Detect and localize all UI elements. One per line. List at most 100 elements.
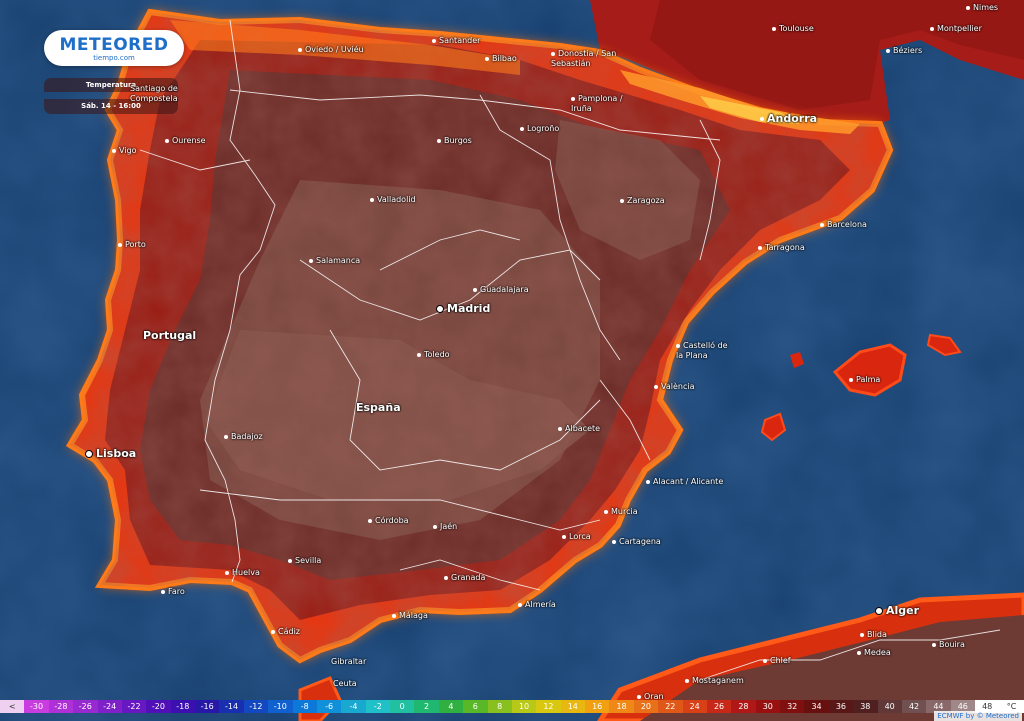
city-name: Burgos <box>444 136 472 145</box>
legend-step: 20 <box>633 700 659 713</box>
city-name: Montpellier <box>937 24 982 33</box>
city-marker-icon <box>654 384 658 389</box>
city-label-burgos: Burgos <box>437 136 472 146</box>
meteored-logo[interactable]: METEORED tiempo.com <box>44 30 184 66</box>
city-name: Valladolid <box>377 195 416 204</box>
city-marker-icon <box>646 479 650 484</box>
city-marker-icon <box>444 575 448 580</box>
city-name: Alger <box>886 604 920 617</box>
city-marker-icon <box>520 126 524 131</box>
legend-step: -8 <box>292 700 317 713</box>
city-name: Guadalajara <box>480 285 529 294</box>
legend-step: 30 <box>755 700 780 713</box>
city-name: Alacant / Alicante <box>653 477 724 486</box>
city-label-medea: Medea <box>857 648 891 658</box>
city-label-barcelona: Barcelona <box>820 220 867 230</box>
city-marker-icon <box>165 138 169 143</box>
legend-step: 18 <box>609 700 634 713</box>
legend-step: -10 <box>268 700 293 713</box>
city-label-oviedo: Oviedo / Uviéu <box>298 45 364 55</box>
city-name: Barcelona <box>827 220 867 229</box>
city-marker-icon <box>886 48 890 53</box>
city-marker-icon <box>620 198 624 203</box>
legend-step: -28 <box>48 700 74 713</box>
city-marker-icon <box>612 539 616 544</box>
city-label-chlef: Chlef <box>763 656 791 666</box>
city-name: Logroño <box>527 124 560 133</box>
city-marker-icon <box>288 558 292 563</box>
city-label-valladolid: Valladolid <box>370 195 416 205</box>
city-label-salamanca: Salamanca <box>309 256 360 266</box>
city-label-santiago: Santiago de Compostela <box>130 84 178 104</box>
city-label-pamplona: Pamplona / Iruña <box>571 94 623 114</box>
city-marker-icon <box>112 148 116 153</box>
legend-unit: °C <box>999 700 1024 713</box>
city-label-sevilla: Sevilla <box>288 556 321 566</box>
city-marker-icon <box>849 377 853 382</box>
city-label-valencia: València <box>654 382 695 392</box>
city-name: Andorra <box>767 112 818 125</box>
legend-step: 16 <box>585 700 610 713</box>
city-name: Toulouse <box>779 24 814 33</box>
city-label-beziers: Béziers <box>886 46 922 56</box>
city-label-huelva: Huelva <box>225 568 260 578</box>
legend-step: 44 <box>926 700 951 713</box>
city-name: Portugal <box>143 329 197 342</box>
city-name: Cartagena <box>619 537 661 546</box>
legend-step: 22 <box>658 700 683 713</box>
city-label-ourense: Ourense <box>165 136 206 146</box>
city-marker-icon <box>437 138 441 143</box>
city-label-bilbao: Bilbao <box>485 54 517 64</box>
city-marker-icon <box>370 197 374 202</box>
city-name: Mostaganem <box>692 676 744 685</box>
city-name: Jaén <box>440 522 458 531</box>
legend-step: -12 <box>243 700 269 713</box>
city-marker-icon <box>772 26 776 31</box>
city-name: Almería <box>525 600 556 609</box>
city-name: Huelva <box>232 568 260 577</box>
city-label-logrono: Logroño <box>520 124 559 134</box>
legend-step: 8 <box>487 700 512 713</box>
legend-step: -24 <box>97 700 122 713</box>
legend-step: 42 <box>901 700 927 713</box>
brand-name: METEORED <box>59 35 169 55</box>
city-name: Granada <box>451 573 486 582</box>
city-marker-icon <box>225 570 229 575</box>
city-label-montpellier: Montpellier <box>930 24 982 34</box>
city-label-toulouse: Toulouse <box>772 24 814 34</box>
city-label-zaragoza: Zaragoza <box>620 196 665 206</box>
legend-step: -26 <box>73 700 98 713</box>
city-name: Donostia / San Sebastián <box>551 49 617 68</box>
city-name: Salamanca <box>316 256 361 265</box>
city-marker-icon <box>875 607 883 615</box>
city-marker-icon <box>966 5 970 10</box>
city-name: Santander <box>439 36 481 45</box>
city-marker-icon <box>857 650 861 655</box>
legend-step: 6 <box>463 700 488 713</box>
city-label-ceuta: Ceuta <box>333 679 357 689</box>
city-marker-icon <box>604 509 608 514</box>
city-marker-icon <box>637 694 641 699</box>
city-name: Lisboa <box>96 447 137 460</box>
legend-color-bar: < -30 -28 -26 -24 -22 -20 -18 -16 -14 -12 -10 -8 -6 -4… <box>0 700 1024 713</box>
city-label-portugal: Portugal <box>143 329 196 342</box>
city-marker-icon <box>860 632 864 637</box>
data-credit: ECMWF by © Meteored <box>934 711 1022 721</box>
city-name: Toledo <box>424 350 450 359</box>
city-label-almeria: Almería <box>518 600 556 610</box>
legend-step: 12 <box>536 700 561 713</box>
city-marker-icon <box>551 51 555 56</box>
legend-step: -20 <box>146 700 171 713</box>
city-name: Ourense <box>172 136 206 145</box>
legend-step: -4 <box>341 700 366 713</box>
city-label-badajoz: Badajoz <box>224 432 263 442</box>
legend-step: 0 <box>390 700 415 713</box>
city-label-madrid: Madrid <box>436 302 490 315</box>
city-label-toledo: Toledo <box>417 350 450 360</box>
city-name: Albacete <box>565 424 601 433</box>
city-name: Córdoba <box>375 516 409 525</box>
city-label-alacant: Alacant / Alicante <box>646 477 723 487</box>
city-name: Blida <box>867 630 887 639</box>
city-marker-icon <box>685 678 689 683</box>
